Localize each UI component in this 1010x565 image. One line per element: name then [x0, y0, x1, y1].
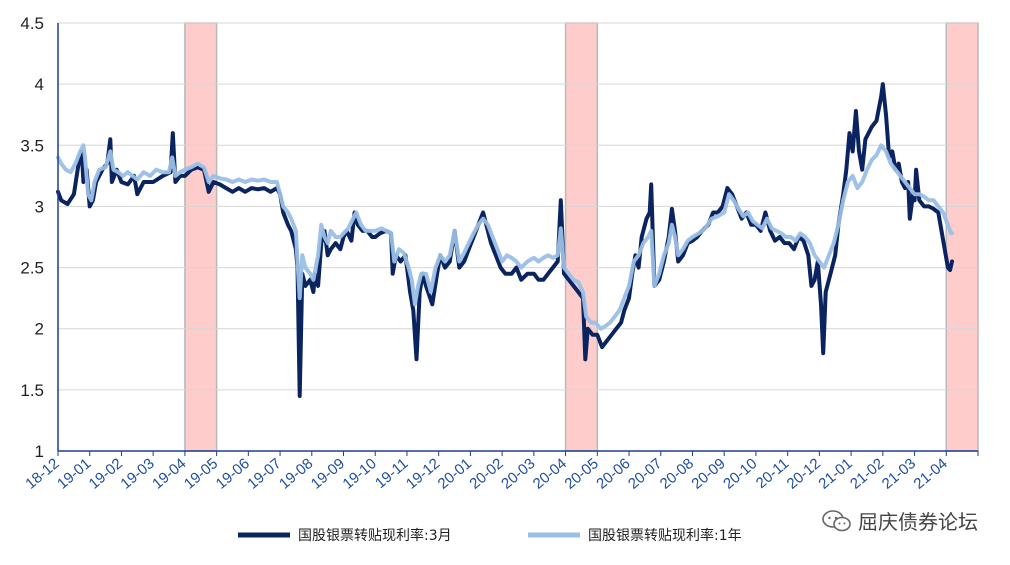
watermark-text: 屈庆债券论坛 [858, 510, 978, 534]
legend-label-1y: 国股银票转贴现利率:1年 [588, 527, 742, 544]
x-tick-label-14: 20-02 [466, 455, 506, 493]
wechat-icon [822, 509, 851, 531]
x-tick-label-24: 20-12 [784, 455, 824, 493]
y-tick-label-1: 1.5 [20, 381, 44, 400]
shaded-period-0 [184, 22, 218, 452]
x-tick-label-9: 19-09 [308, 455, 348, 493]
series-line-1 [56, 143, 954, 331]
x-tick-label-6: 19-06 [213, 455, 253, 493]
x-tick-label-2: 19-02 [86, 455, 126, 493]
x-tick-label-5: 19-05 [181, 455, 221, 493]
x-tick-labels: 18-1219-0119-0219-0319-0419-0519-0619-07… [22, 455, 951, 493]
y-tick-label-4: 3 [35, 197, 44, 216]
gridlines [58, 22, 978, 452]
y-tick-label-7: 4.5 [20, 14, 44, 33]
x-tick-label-18: 20-06 [593, 455, 633, 493]
x-tick-label-21: 20-09 [688, 455, 728, 493]
x-tick-label-4: 19-04 [149, 455, 189, 493]
y-tick-label-6: 4 [35, 75, 44, 94]
axes [57, 23, 979, 456]
x-tick-label-15: 20-03 [498, 455, 538, 493]
x-tick-label-28: 21-04 [911, 455, 951, 493]
watermark: 屈庆债券论坛 [822, 506, 978, 535]
x-tick-label-22: 20-10 [720, 455, 760, 493]
x-tick-label-25: 21-01 [815, 455, 855, 493]
series-line-0 [56, 82, 954, 398]
y-tick-label-2: 2 [35, 320, 44, 339]
x-tick-label-1: 19-01 [54, 455, 94, 493]
x-tick-label-17: 20-05 [562, 455, 602, 493]
series-lines [56, 82, 954, 398]
x-tick-label-8: 19-08 [276, 455, 316, 493]
legend-label-3m: 国股银票转贴现利率:3月 [298, 527, 452, 544]
y-tick-labels: 1 1.5 2 2.5 3 3.5 4 4.5 [20, 14, 44, 461]
legend: 国股银票转贴现利率:3月 国股银票转贴现利率:1年 [238, 527, 742, 544]
x-tick-label-26: 21-02 [847, 455, 887, 493]
x-tick-label-10: 19-10 [339, 455, 379, 493]
x-tick-label-7: 19-07 [244, 455, 284, 493]
x-tick-label-27: 21-03 [879, 455, 919, 493]
x-tick-label-20: 20-08 [657, 455, 697, 493]
x-tick-label-12: 19-12 [403, 455, 443, 493]
x-tick-label-23: 20-11 [753, 455, 792, 492]
y-tick-label-3: 2.5 [20, 259, 44, 278]
x-tick-label-13: 20-01 [435, 455, 475, 493]
x-tick-label-3: 19-03 [117, 455, 157, 493]
x-tick-label-11: 19-11 [372, 455, 411, 492]
x-tick-label-19: 20-07 [625, 455, 665, 493]
y-tick-label-0: 1 [35, 442, 44, 461]
shaded-period-2 [945, 22, 979, 452]
y-tick-label-5: 3.5 [20, 136, 44, 155]
shaded-period-1 [564, 22, 599, 452]
x-tick-label-16: 20-04 [530, 455, 570, 493]
shaded-periods [184, 22, 979, 452]
